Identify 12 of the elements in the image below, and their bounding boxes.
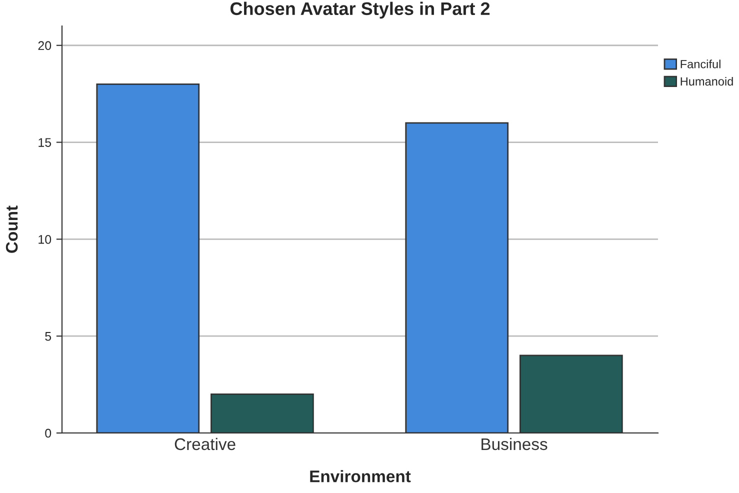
y-tick-label: 0 xyxy=(45,428,52,438)
legend-label: Humanoid xyxy=(680,76,733,86)
x-tick-label: Business xyxy=(482,438,548,450)
y-axis-title: Count xyxy=(6,206,18,253)
y-tick-label: 5 xyxy=(45,332,52,341)
x-tick-label: Creative xyxy=(174,438,236,450)
chart-title: Chosen Avatar Styles in Part 2 xyxy=(230,2,490,19)
legend-label: Fanciful xyxy=(680,60,720,68)
x-axis-title: Environment xyxy=(310,470,411,482)
y-tick-label: 20 xyxy=(38,41,52,50)
y-tick-label: 10 xyxy=(38,234,52,244)
y-tick-label: 15 xyxy=(38,138,52,147)
